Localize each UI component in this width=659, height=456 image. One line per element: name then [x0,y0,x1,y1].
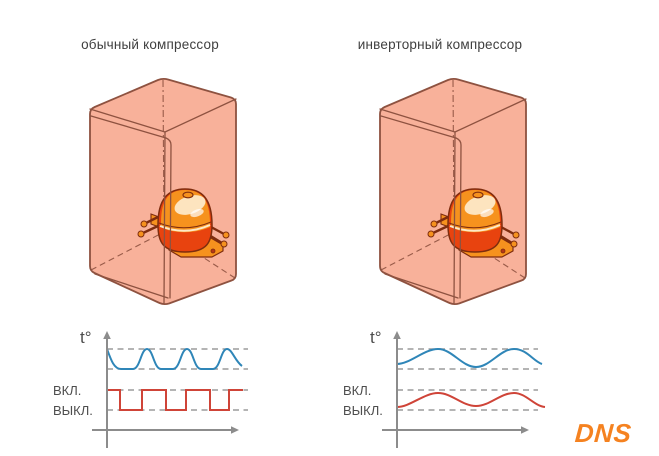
off-level-label: ВЫКЛ. [53,403,93,418]
y-axis-arrow [393,331,401,339]
power-square-wave [107,389,243,411]
temperature-curve [106,348,243,370]
fridge-illustration-ordinary [88,77,238,306]
y-axis-arrow [103,331,111,339]
x-axis-arrow [521,426,529,434]
on-level-label: ВКЛ. [343,383,372,398]
y-axis-label-temperature: t° [370,328,382,347]
panel-title-ordinary: обычный компрессор [81,37,219,52]
y-axis-label-temperature: t° [80,328,92,347]
fridge-illustration-inverter [378,77,528,306]
temperature-cycle-graph-inverter [382,331,546,448]
off-level-label: ВЫКЛ. [343,403,383,418]
on-level-label: ВКЛ. [53,383,82,398]
temperature-cycle-graph-ordinary [92,331,248,448]
temperature-curve [396,348,543,368]
power-modulation-curve [396,392,546,408]
dns-logo: DNS [573,418,633,448]
panel-title-inverter: инверторный компрессор [357,37,523,52]
x-axis-arrow [231,426,239,434]
